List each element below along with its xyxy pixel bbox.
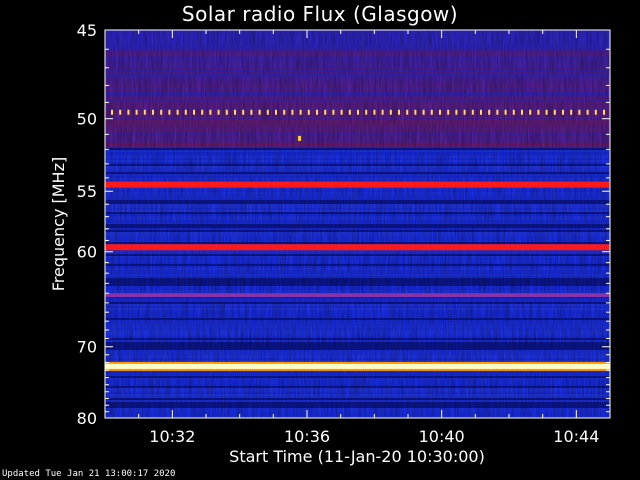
emission-dot-0 <box>545 109 548 115</box>
emission-dot-0 <box>152 109 154 115</box>
update-timestamp: Updated Tue Jan 21 13:00:17 2020 <box>2 469 176 479</box>
emission-dot-0 <box>537 109 540 115</box>
emission-dot-0 <box>488 109 491 115</box>
emission-dot-0 <box>357 109 359 115</box>
emission-band-4 <box>105 293 610 298</box>
emission-dot-0 <box>471 109 474 115</box>
emission-dot-0 <box>504 109 507 115</box>
emission-dot-0 <box>455 109 458 115</box>
emission-dot-0 <box>176 109 179 115</box>
emission-dot-0 <box>127 109 130 115</box>
emission-dot-0 <box>422 109 425 115</box>
emission-dot-0 <box>463 109 466 115</box>
emission-dot-0 <box>340 109 343 115</box>
emission-dot-0 <box>348 109 351 115</box>
y-tick-label-50: 50 <box>77 110 97 129</box>
x-tick-label-2: 10:40 <box>419 427 465 446</box>
emission-dot-0 <box>266 109 269 115</box>
emission-dot-0 <box>143 109 146 115</box>
emission-dot-0 <box>586 109 589 115</box>
emission-dot-0 <box>316 109 318 115</box>
emission-dot-0 <box>119 109 122 115</box>
emission-dot-0 <box>578 109 581 115</box>
emission-dot-0 <box>414 109 417 115</box>
emission-dot-0 <box>201 109 204 115</box>
emission-dot-0 <box>521 109 523 115</box>
emission-dot-0 <box>365 109 368 115</box>
y-axis-label: Frequency [MHz] <box>49 157 68 291</box>
emission-dot-0 <box>299 109 302 115</box>
emission-dot-0 <box>160 109 163 115</box>
x-tick-label-1: 10:36 <box>284 427 330 446</box>
chart-title: Solar radio Flux (Glasgow) <box>181 2 459 26</box>
x-axis-label: Start Time (11-Jan-20 10:30:00) <box>229 447 485 466</box>
emission-dot-0 <box>430 109 433 115</box>
emission-spot-1 <box>298 135 301 141</box>
emission-dot-0 <box>439 109 441 115</box>
emission-dot-0 <box>389 109 392 115</box>
emission-dot-0 <box>332 109 335 115</box>
emission-dot-0 <box>258 109 261 115</box>
emission-dot-0 <box>512 109 515 115</box>
emission-dot-0 <box>275 109 277 115</box>
spectrogram-plot-area <box>105 30 610 418</box>
x-tick-label-3: 10:44 <box>553 427 599 446</box>
emission-dot-0 <box>398 109 400 115</box>
emission-dot-0 <box>135 109 138 115</box>
emission-band-3 <box>105 244 610 251</box>
emission-dot-0 <box>373 109 376 115</box>
emission-dot-0 <box>250 109 253 115</box>
emission-dot-0 <box>496 109 499 115</box>
emission-dot-0 <box>291 109 294 115</box>
emission-dot-0 <box>111 109 113 115</box>
emission-dot-0 <box>529 109 532 115</box>
emission-dot-0 <box>447 109 450 115</box>
x-tick-label-0: 10:32 <box>149 427 195 446</box>
emission-dot-0 <box>381 109 384 115</box>
y-tick-label-80: 80 <box>77 409 97 428</box>
emission-dot-0 <box>283 109 286 115</box>
emission-dot-0 <box>209 109 212 115</box>
emission-dot-0 <box>217 109 220 115</box>
emission-dot-0 <box>480 109 482 115</box>
emission-dot-0 <box>225 109 228 115</box>
emission-band-5 <box>105 363 610 369</box>
emission-dot-0 <box>553 109 556 115</box>
emission-band-2 <box>105 181 610 188</box>
emission-dot-0 <box>307 109 310 115</box>
y-tick-label-60: 60 <box>77 243 97 262</box>
y-tick-label-70: 70 <box>77 338 97 357</box>
emission-dot-0 <box>193 109 195 115</box>
emission-dot-0 <box>168 109 171 115</box>
emission-dot-0 <box>324 109 327 115</box>
emission-dot-0 <box>562 109 564 115</box>
emission-dot-0 <box>406 109 409 115</box>
y-tick-label-55: 55 <box>77 182 97 201</box>
plot-frame <box>104 29 611 419</box>
emission-dot-0 <box>594 109 597 115</box>
emission-dot-0 <box>184 109 187 115</box>
emission-dot-0 <box>603 109 605 115</box>
spectrogram-noise <box>105 30 610 418</box>
emission-dot-0 <box>242 109 245 115</box>
emission-dot-0 <box>570 109 573 115</box>
y-tick-label-45: 45 <box>77 21 97 40</box>
emission-dot-0 <box>234 109 236 115</box>
